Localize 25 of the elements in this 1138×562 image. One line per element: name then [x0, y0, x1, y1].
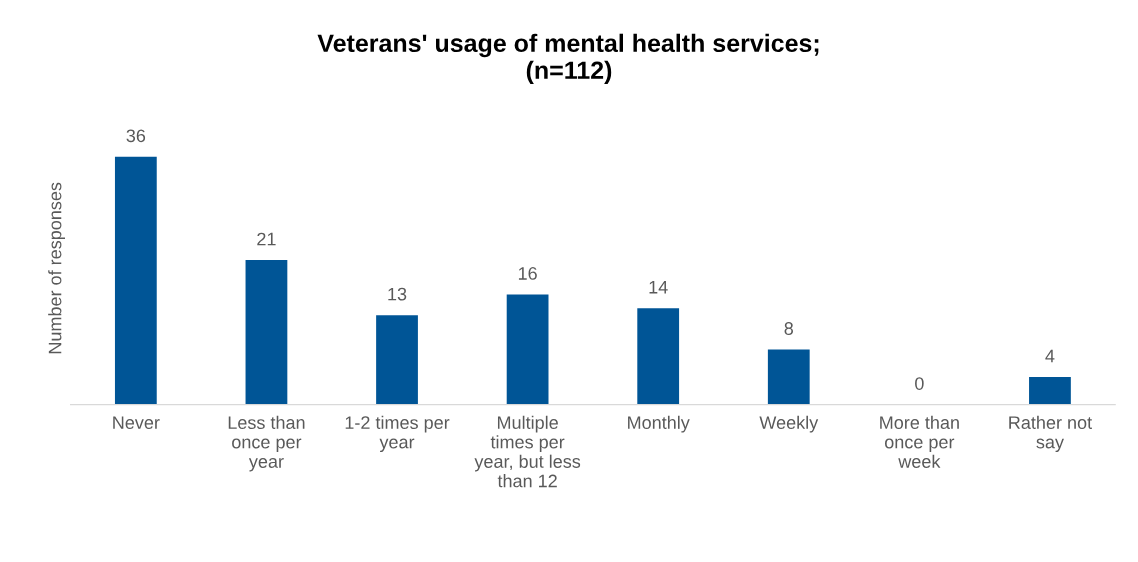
x-tick-label: Never [113, 416, 160, 430]
data-label: 4 [1045, 349, 1055, 363]
bar [506, 294, 549, 405]
x-tick-label: Rather not say [1009, 415, 1092, 453]
data-label: 0 [915, 377, 924, 390]
y-axis-title: Number of responses [48, 182, 65, 354]
data-label: 36 [126, 129, 146, 143]
x-tick-label: Multiple times per year, but less than 12 [474, 415, 581, 488]
chart-title: Veterans' usage of mental health services; (n=112) [317, 33, 819, 85]
x-tick-label: Monthly [628, 415, 690, 433]
bar [114, 156, 157, 405]
data-label: 16 [518, 267, 537, 280]
bar [1029, 377, 1071, 405]
bar [767, 349, 810, 405]
x-tick-label: Weekly [759, 415, 819, 433]
x-tick-label: 1-2 times per year [345, 415, 450, 453]
data-label: 14 [649, 281, 668, 294]
x-tick-label: More than once per week [880, 415, 959, 468]
x-tick-label: Less than once per year [228, 415, 305, 472]
bar [637, 308, 680, 405]
data-label: 21 [257, 232, 276, 246]
bar [376, 315, 418, 405]
data-label: 8 [784, 322, 794, 335]
bar [245, 260, 288, 405]
data-label: 13 [388, 287, 407, 301]
